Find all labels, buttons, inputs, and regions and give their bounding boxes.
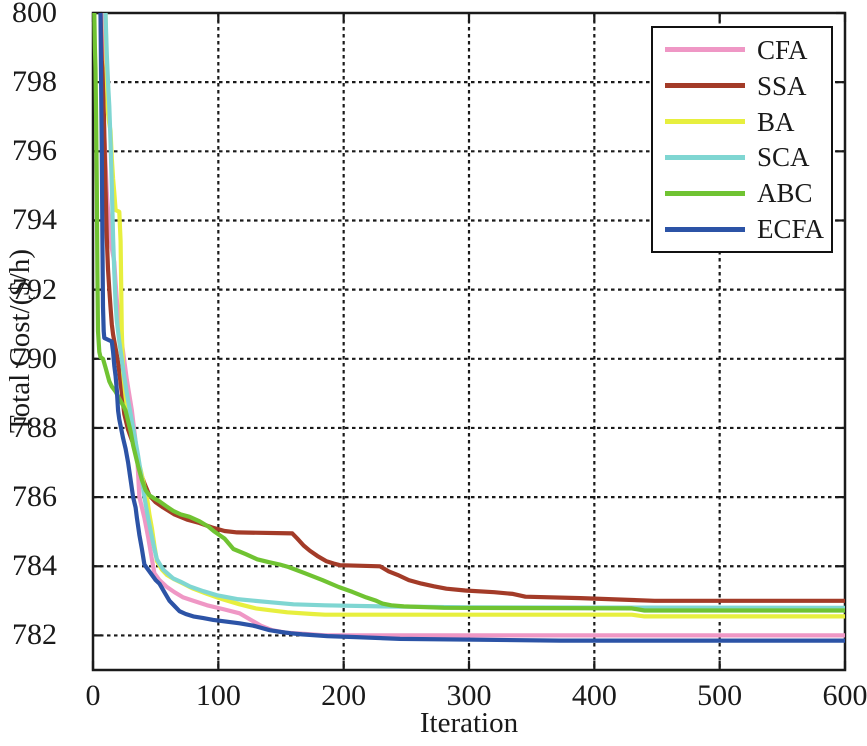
legend-label-ecfa: ECFA: [757, 214, 825, 245]
legend-label-ssa: SSA: [757, 70, 807, 101]
legend-line-swatch-sca: [665, 154, 745, 160]
legend-item-ba: BA: [653, 106, 831, 138]
y-tick-label-784: 784: [12, 549, 57, 583]
y-tick-label-788: 788: [12, 410, 57, 444]
legend-line-swatch-ssa: [665, 83, 745, 89]
x-tick-label-400: 400: [571, 679, 617, 712]
legend-label-abc: ABC: [757, 178, 813, 209]
y-tick-label-796: 796: [12, 134, 57, 168]
y-tick-label-790: 790: [12, 341, 57, 375]
series-line-ecfa: [98, 12, 845, 643]
x-tick-label-0: 0: [85, 679, 101, 712]
x-tick-label-100: 100: [195, 679, 241, 712]
x-tick-label-300: 300: [446, 679, 492, 712]
x-tick-label-500: 500: [697, 679, 743, 712]
legend-line-swatch-ba: [665, 119, 745, 125]
series-line-abc: [92, 12, 845, 613]
legend-item-ecfa: ECFA: [653, 213, 831, 245]
legend-line-swatch-cfa: [665, 47, 745, 53]
legend: CFA SSA BA SCA ABC ECFA: [651, 26, 833, 253]
legend-item-cfa: CFA: [653, 34, 831, 66]
legend-item-sca: SCA: [653, 141, 831, 173]
legend-line-swatch-abc: [665, 190, 745, 196]
legend-item-abc: ABC: [653, 177, 831, 209]
y-tick-label-786: 786: [12, 480, 57, 514]
legend-label-sca: SCA: [757, 142, 810, 173]
legend-line-swatch-ecfa: [665, 226, 745, 232]
legend-item-ssa: SSA: [653, 70, 831, 102]
series-line-sca: [103, 12, 846, 610]
legend-label-ba: BA: [757, 106, 795, 137]
y-tick-label-794: 794: [12, 203, 57, 237]
x-axis-title: Iteration: [419, 707, 519, 739]
x-tick-label-600: 600: [822, 679, 867, 712]
x-tick-label-200: 200: [321, 679, 367, 712]
y-tick-label-800: 800: [12, 0, 57, 29]
y-tick-label-782: 782: [12, 618, 57, 652]
legend-label-cfa: CFA: [757, 34, 808, 65]
y-tick-label-792: 792: [12, 272, 57, 306]
y-tick-label-798: 798: [12, 65, 57, 99]
